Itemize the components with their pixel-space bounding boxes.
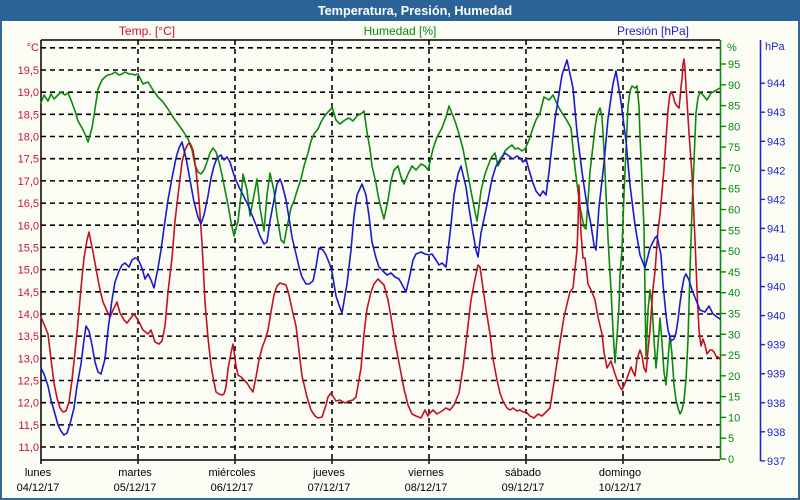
svg-text:45: 45 <box>728 267 740 279</box>
svg-text:941: 941 <box>767 223 785 235</box>
svg-text:15,0: 15,0 <box>18 265 39 277</box>
svg-text:17,0: 17,0 <box>18 176 39 188</box>
svg-text:viernes: viernes <box>408 467 444 479</box>
svg-text:17,5: 17,5 <box>18 154 39 166</box>
svg-text:70: 70 <box>728 163 740 175</box>
svg-text:937: 937 <box>767 456 785 468</box>
svg-text:10/12/17: 10/12/17 <box>599 482 642 494</box>
svg-text:Presión [hPa]: Presión [hPa] <box>617 24 689 38</box>
svg-text:martes: martes <box>118 467 152 479</box>
svg-text:06/12/17: 06/12/17 <box>211 482 254 494</box>
svg-text:10: 10 <box>728 412 740 424</box>
svg-text:Humedad [%]: Humedad [%] <box>364 24 437 38</box>
svg-text:943: 943 <box>767 107 785 119</box>
svg-text:939: 939 <box>767 340 785 352</box>
svg-text:Temperatura, Presión, Humedad: Temperatura, Presión, Humedad <box>318 4 512 18</box>
svg-text:40: 40 <box>728 288 740 300</box>
svg-text:30: 30 <box>728 329 740 341</box>
svg-text:13,0: 13,0 <box>18 353 39 365</box>
svg-text:16,5: 16,5 <box>18 198 39 210</box>
svg-text:940: 940 <box>767 282 785 294</box>
svg-text:25: 25 <box>728 350 740 362</box>
svg-text:90: 90 <box>728 80 740 92</box>
svg-text:Temp. [°C]: Temp. [°C] <box>119 24 175 38</box>
svg-text:18,0: 18,0 <box>18 132 39 144</box>
svg-text:15,5: 15,5 <box>18 242 39 254</box>
svg-text:75: 75 <box>728 142 740 154</box>
svg-text:jueves: jueves <box>312 467 345 479</box>
svg-text:65: 65 <box>728 184 740 196</box>
svg-text:944: 944 <box>767 78 785 90</box>
svg-text:11,5: 11,5 <box>18 420 39 432</box>
svg-text:domingo: domingo <box>599 467 641 479</box>
svg-text:20: 20 <box>728 371 740 383</box>
svg-text:0: 0 <box>728 454 734 466</box>
svg-text:08/12/17: 08/12/17 <box>405 482 448 494</box>
svg-text:09/12/17: 09/12/17 <box>502 482 545 494</box>
svg-text:938: 938 <box>767 427 785 439</box>
svg-text:942: 942 <box>767 165 785 177</box>
svg-text:55: 55 <box>728 225 740 237</box>
svg-text:85: 85 <box>728 101 740 113</box>
svg-text:942: 942 <box>767 194 785 206</box>
svg-text:12,0: 12,0 <box>18 398 39 410</box>
svg-text:5: 5 <box>728 433 734 445</box>
svg-text:60: 60 <box>728 205 740 217</box>
svg-text:16,0: 16,0 <box>18 220 39 232</box>
svg-text:sábado: sábado <box>505 467 541 479</box>
svg-text:13,5: 13,5 <box>18 331 39 343</box>
svg-text:50: 50 <box>728 246 740 258</box>
svg-text:35: 35 <box>728 309 740 321</box>
svg-text:05/12/17: 05/12/17 <box>114 482 157 494</box>
svg-text:°C: °C <box>27 42 39 54</box>
svg-text:80: 80 <box>728 121 740 133</box>
svg-text:%: % <box>727 42 737 54</box>
svg-text:938: 938 <box>767 398 785 410</box>
svg-text:04/12/17: 04/12/17 <box>17 482 60 494</box>
svg-text:miércoles: miércoles <box>208 467 256 479</box>
svg-text:07/12/17: 07/12/17 <box>308 482 351 494</box>
svg-text:14,5: 14,5 <box>18 287 39 299</box>
svg-text:15: 15 <box>728 392 740 404</box>
svg-text:940: 940 <box>767 311 785 323</box>
svg-text:19,0: 19,0 <box>18 87 39 99</box>
svg-text:12,5: 12,5 <box>18 376 39 388</box>
svg-text:19,5: 19,5 <box>18 65 39 77</box>
svg-text:939: 939 <box>767 369 785 381</box>
svg-text:11,0: 11,0 <box>18 442 39 454</box>
svg-text:943: 943 <box>767 136 785 148</box>
svg-text:95: 95 <box>728 59 740 71</box>
svg-text:14,0: 14,0 <box>18 309 39 321</box>
svg-text:18,5: 18,5 <box>18 109 39 121</box>
svg-text:941: 941 <box>767 253 785 265</box>
svg-text:lunes: lunes <box>25 467 52 479</box>
svg-text:hPa: hPa <box>765 41 785 53</box>
